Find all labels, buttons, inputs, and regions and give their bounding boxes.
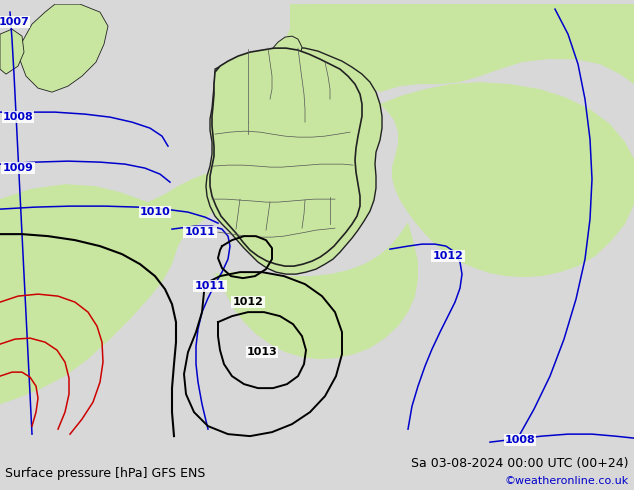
Polygon shape bbox=[20, 4, 108, 92]
Text: Sa 03-08-2024 00:00 UTC (00+24): Sa 03-08-2024 00:00 UTC (00+24) bbox=[411, 457, 629, 470]
Text: 1013: 1013 bbox=[247, 347, 278, 357]
Polygon shape bbox=[380, 82, 634, 277]
Polygon shape bbox=[206, 47, 382, 274]
Text: Surface pressure [hPa] GFS ENS: Surface pressure [hPa] GFS ENS bbox=[5, 467, 205, 480]
Text: 1012: 1012 bbox=[233, 297, 264, 307]
Text: 1011: 1011 bbox=[195, 281, 226, 291]
Polygon shape bbox=[295, 4, 634, 76]
Polygon shape bbox=[265, 4, 634, 94]
Polygon shape bbox=[148, 172, 225, 246]
Polygon shape bbox=[268, 36, 302, 69]
Text: 1012: 1012 bbox=[432, 251, 463, 261]
Text: 1008: 1008 bbox=[3, 112, 34, 122]
Text: 1011: 1011 bbox=[184, 227, 216, 237]
Polygon shape bbox=[210, 222, 418, 359]
Polygon shape bbox=[210, 48, 362, 266]
Text: 1007: 1007 bbox=[0, 17, 29, 27]
Text: 1010: 1010 bbox=[139, 207, 171, 217]
Text: 1008: 1008 bbox=[505, 435, 535, 445]
Polygon shape bbox=[0, 184, 178, 404]
Text: ©weatheronline.co.uk: ©weatheronline.co.uk bbox=[505, 476, 629, 486]
Text: 1009: 1009 bbox=[3, 163, 34, 173]
Polygon shape bbox=[0, 29, 24, 74]
